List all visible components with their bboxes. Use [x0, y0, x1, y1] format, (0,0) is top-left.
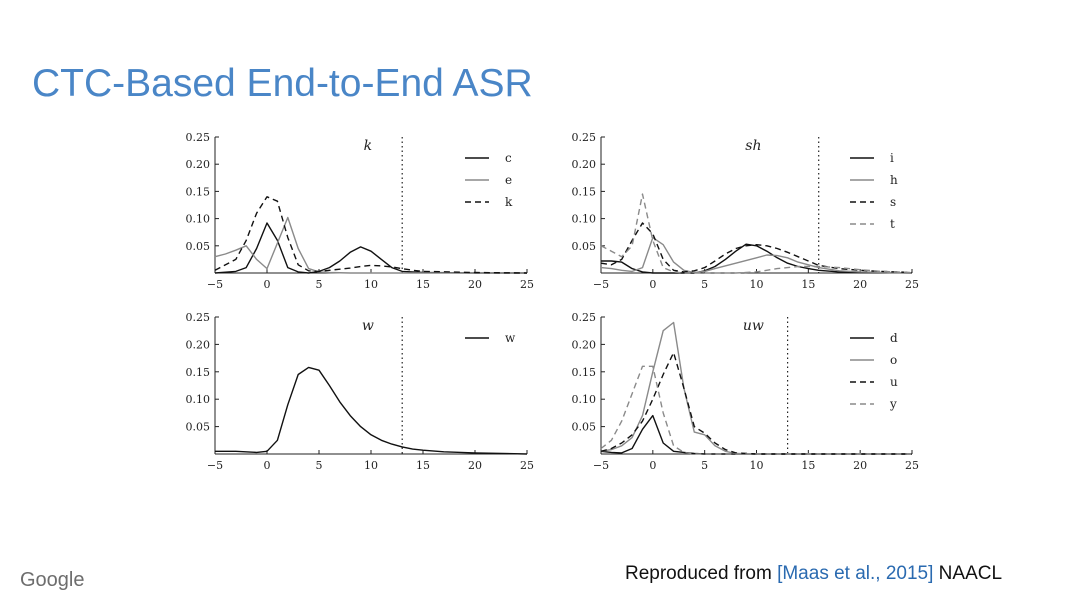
y-tick-label: 0.05	[572, 240, 597, 253]
panel-title: sh	[745, 138, 761, 154]
credit-suffix: NAACL	[933, 563, 1003, 584]
legend-label: h	[890, 173, 898, 187]
citation-link[interactable]: [Maas et al., 2015]	[777, 563, 934, 584]
y-tick-label: 0.20	[186, 338, 211, 351]
panel-title: uw	[743, 318, 764, 334]
x-tick-label: 25	[520, 278, 534, 291]
x-tick-label: 25	[905, 278, 919, 291]
y-tick-label: 0.20	[572, 158, 597, 171]
y-tick-label: 0.15	[186, 366, 211, 379]
y-tick-label: 0.10	[572, 393, 597, 406]
x-tick-label: 5	[316, 459, 323, 472]
y-tick-label: 0.25	[572, 131, 597, 144]
series-line-s	[600, 222, 913, 274]
x-tick-label: 0	[264, 459, 271, 472]
series-line-i	[601, 243, 913, 274]
y-tick-label: 0.20	[186, 158, 211, 171]
series-line-t	[600, 193, 913, 274]
chart-panel-2: −5 0 5 10 15 20 25 0.05 0.10 0.15 0.20 0.25 w w	[186, 311, 535, 472]
x-tick-label: 10	[364, 459, 378, 472]
series-line-o	[600, 321, 912, 455]
legend-label: d	[890, 331, 898, 345]
x-tick-label: −5	[593, 459, 609, 472]
legend-label: t	[890, 217, 895, 231]
y-tick-label: 0.05	[572, 421, 597, 434]
y-tick-label: 0.05	[186, 240, 211, 253]
x-tick-label: 5	[701, 278, 708, 291]
x-tick-label: 5	[316, 278, 323, 291]
y-tick-label: 0.15	[572, 366, 597, 379]
legend-label: i	[890, 151, 894, 165]
x-tick-label: 15	[801, 459, 815, 472]
x-tick-label: 10	[750, 278, 764, 291]
y-tick-label: 0.10	[186, 213, 211, 226]
legend-label: c	[505, 151, 512, 165]
legend-label: w	[505, 331, 516, 345]
y-tick-label: 0.25	[186, 131, 211, 144]
legend-label: u	[890, 375, 898, 389]
x-tick-label: 20	[853, 459, 867, 472]
slide-title: CTC-Based End-to-End ASR	[32, 62, 533, 105]
series-line-k	[214, 196, 528, 274]
x-tick-label: 20	[468, 459, 482, 472]
series-line-w	[215, 366, 528, 455]
x-tick-label: 5	[701, 459, 708, 472]
series-line-e	[214, 216, 527, 274]
legend-label: y	[889, 397, 897, 411]
y-tick-label: 0.10	[186, 393, 211, 406]
y-tick-label: 0.10	[572, 213, 597, 226]
credit-line: Reproduced from [Maas et al., 2015] NAAC…	[625, 563, 1002, 585]
legend-label: s	[890, 195, 896, 209]
x-tick-label: 0	[649, 278, 656, 291]
panel-title: k	[364, 138, 372, 154]
x-tick-label: −5	[207, 278, 223, 291]
x-tick-label: 0	[264, 278, 271, 291]
x-tick-label: 25	[905, 459, 919, 472]
y-tick-label: 0.15	[572, 185, 597, 198]
panel-title: w	[362, 318, 374, 334]
series-line-c	[214, 222, 527, 274]
google-logo: Google	[20, 569, 85, 591]
x-tick-label: 15	[801, 278, 815, 291]
x-tick-label: −5	[593, 278, 609, 291]
y-tick-label: 0.15	[186, 185, 211, 198]
x-tick-label: 15	[416, 278, 430, 291]
x-tick-label: 20	[468, 278, 482, 291]
y-tick-label: 0.05	[186, 421, 211, 434]
x-tick-label: 10	[750, 459, 764, 472]
y-tick-label: 0.20	[572, 338, 597, 351]
legend-label: o	[890, 353, 897, 367]
x-tick-label: 25	[520, 459, 534, 472]
x-tick-label: 15	[416, 459, 430, 472]
x-tick-label: 10	[364, 278, 378, 291]
series-line-h	[600, 236, 913, 274]
series-line-y	[600, 365, 912, 455]
y-tick-label: 0.25	[572, 311, 597, 324]
y-tick-label: 0.25	[186, 311, 211, 324]
legend-label: k	[505, 195, 513, 209]
legend-label: e	[505, 173, 512, 187]
x-tick-label: 20	[853, 278, 867, 291]
x-tick-label: 0	[649, 459, 656, 472]
series-line-d	[600, 414, 912, 455]
credit-prefix: Reproduced from	[625, 563, 778, 584]
x-tick-label: −5	[207, 459, 223, 472]
